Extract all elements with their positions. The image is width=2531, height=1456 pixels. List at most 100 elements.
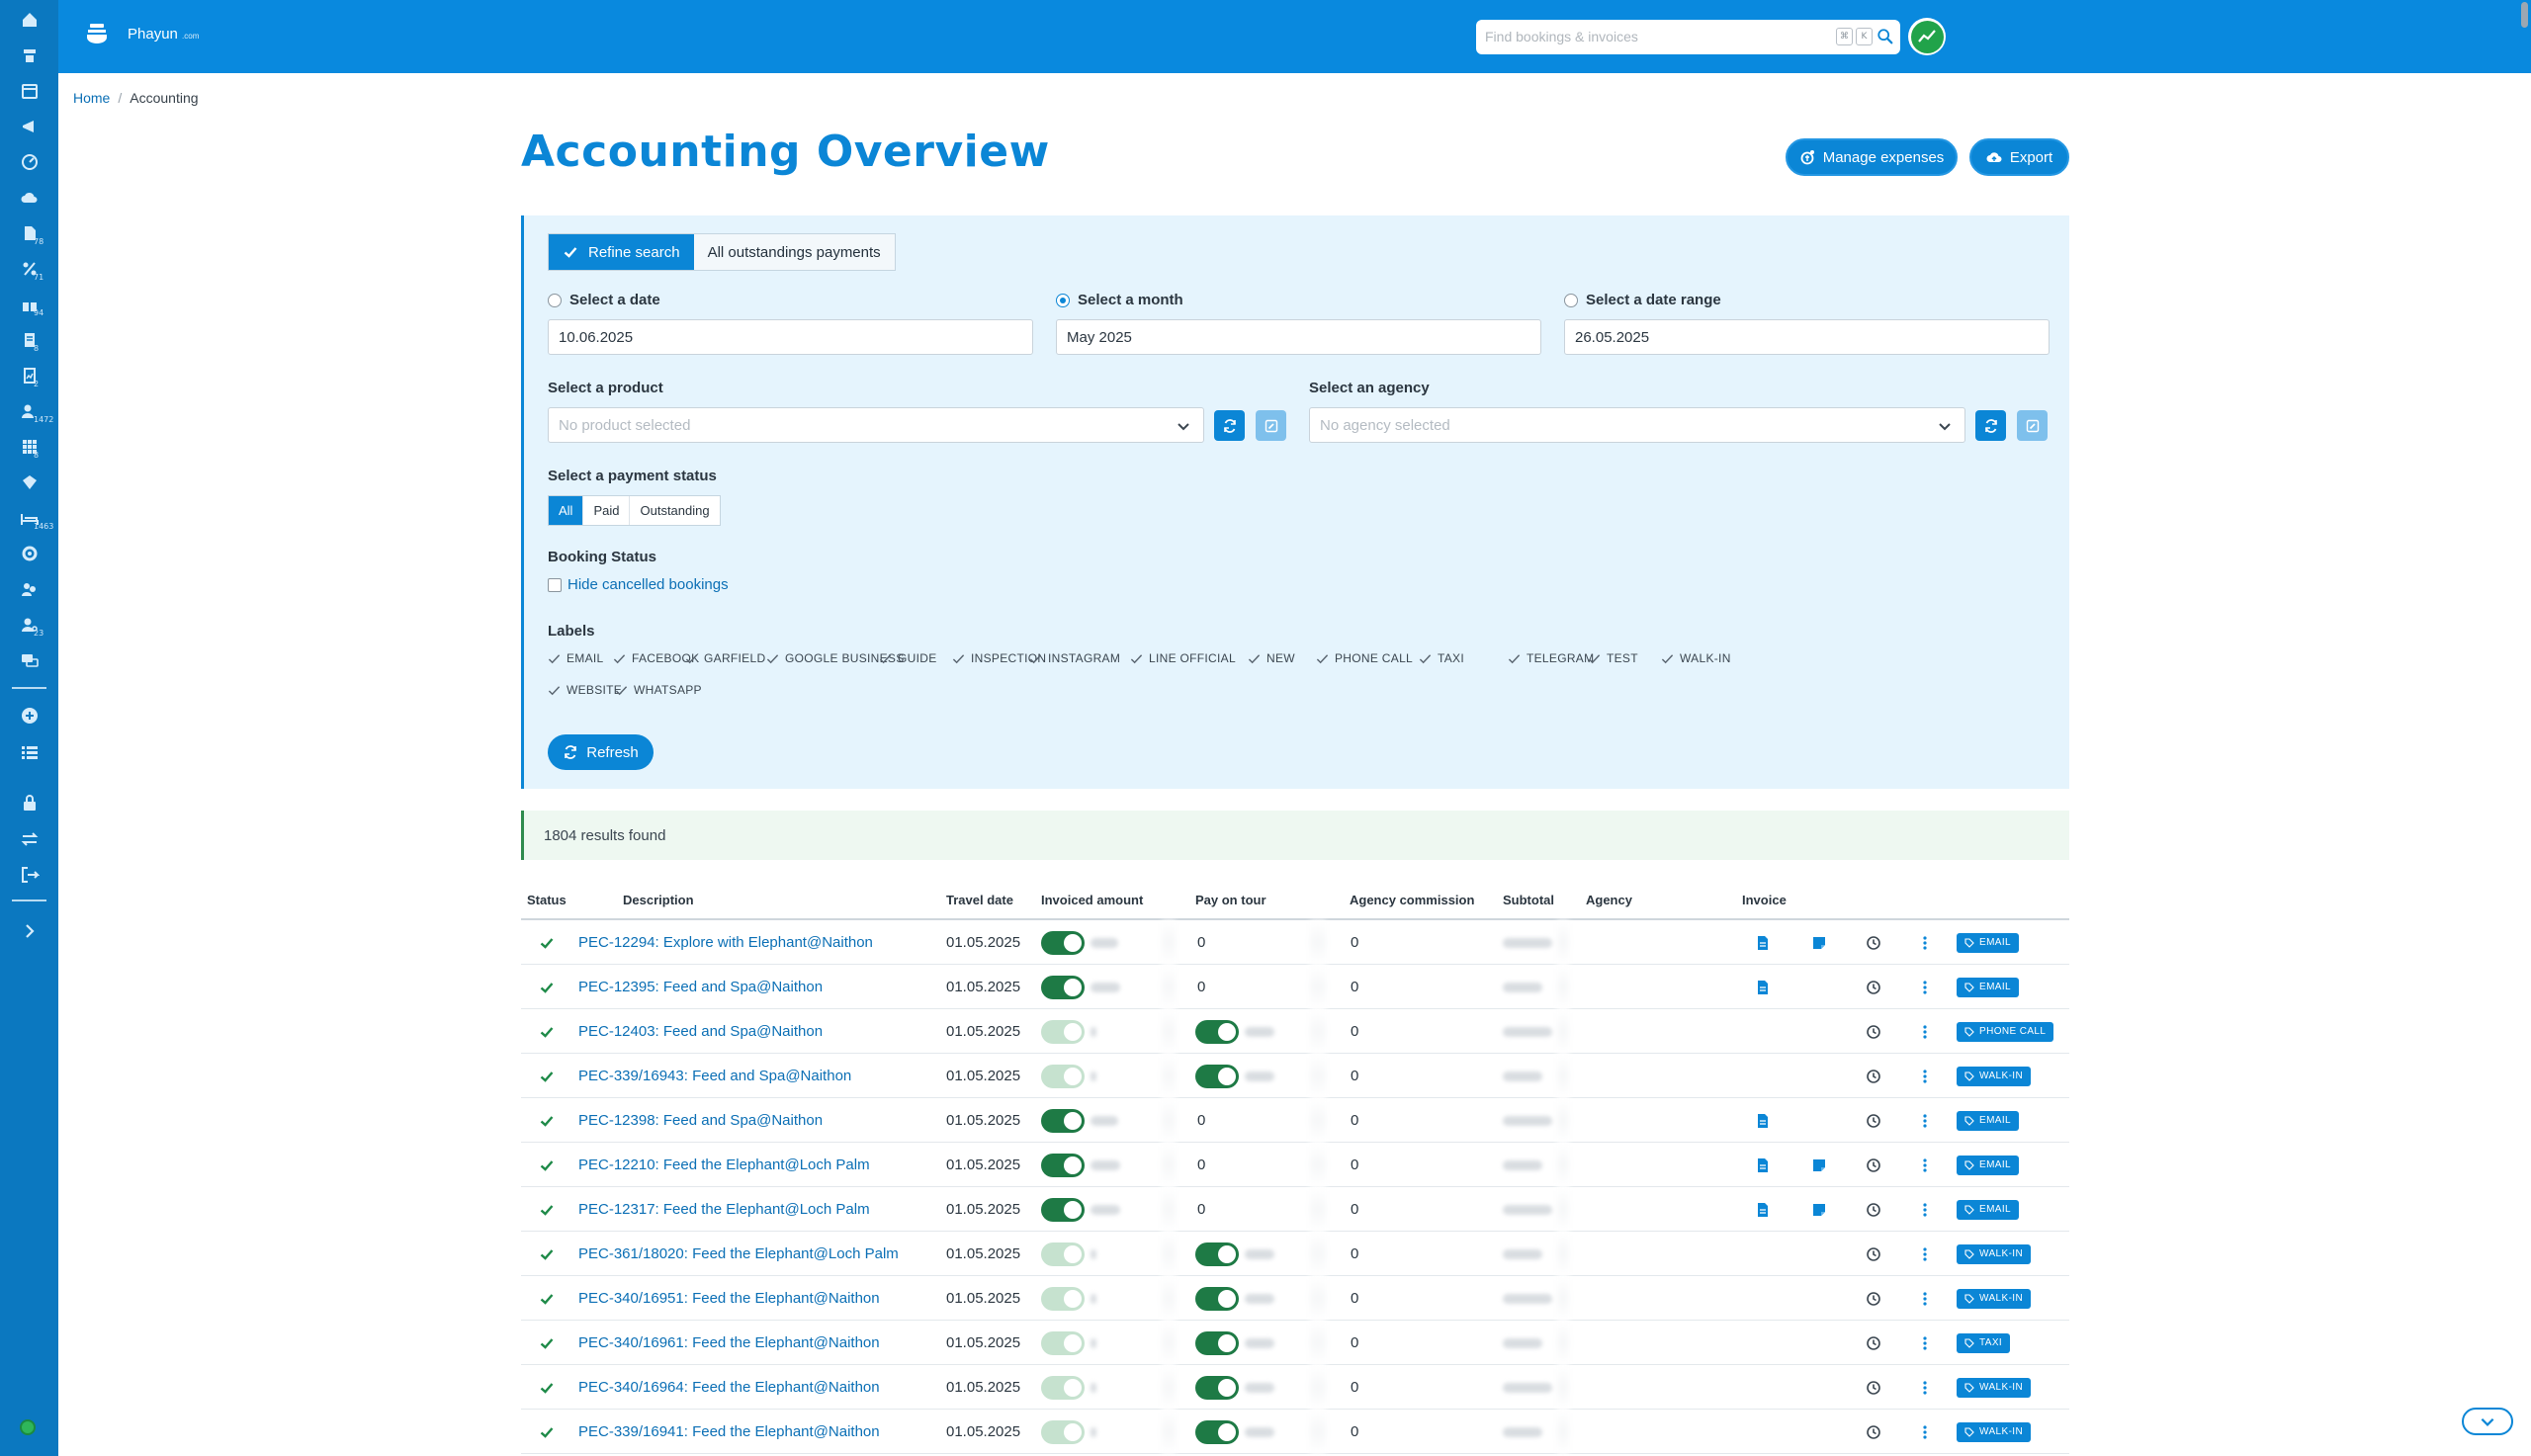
history-button[interactable] — [1866, 1054, 1881, 1098]
col-subtotal[interactable]: Subtotal — [1503, 893, 1554, 907]
description-link[interactable]: PEC-340/16951: Feed the Elephant@Naithon — [578, 1290, 880, 1307]
row-menu-button[interactable] — [1917, 1232, 1933, 1276]
history-button[interactable] — [1866, 1098, 1881, 1143]
invoice-document[interactable] — [1755, 1098, 1771, 1143]
description-link[interactable]: PEC-361/18020: Feed the Elephant@Loch Pa… — [578, 1245, 899, 1262]
agency-refresh-button[interactable] — [1975, 410, 2006, 441]
brand-name[interactable]: Phayun .com — [128, 26, 200, 43]
radio-range[interactable] — [1564, 293, 1578, 307]
invoice-note[interactable] — [1811, 1187, 1827, 1232]
search-input[interactable] — [1485, 20, 1782, 52]
manage-expenses-button[interactable]: Manage expenses — [1786, 138, 1958, 176]
label-chip[interactable]: TELEGRAM — [1508, 651, 1594, 665]
table-row[interactable]: PEC-12403: Feed and Spa@Naithon 01.05.202… — [521, 1009, 2069, 1054]
history-button[interactable] — [1866, 965, 1881, 1009]
invoice-document[interactable] — [1755, 1187, 1771, 1232]
history-button[interactable] — [1866, 1410, 1881, 1454]
label-chip[interactable]: GUIDE — [879, 651, 937, 665]
radio-select-range[interactable]: Select a date range — [1564, 292, 1721, 308]
rail-settings[interactable] — [0, 538, 58, 569]
rail-bed[interactable]: 1463 — [0, 502, 58, 534]
col-invoice[interactable]: Invoice — [1742, 893, 1787, 907]
table-row[interactable]: PEC-340/16951: Feed the Elephant@Naithon… — [521, 1276, 2069, 1321]
label-chip[interactable]: TEST — [1588, 651, 1638, 665]
history-button[interactable] — [1866, 1321, 1881, 1365]
scroll-down-button[interactable] — [2462, 1408, 2513, 1435]
label-tag[interactable]: EMAIL — [1957, 1155, 2020, 1175]
row-label[interactable]: TAXI — [1957, 1321, 2011, 1365]
label-chip[interactable]: INSTAGRAM — [1029, 651, 1120, 665]
label-tag[interactable]: WALK-IN — [1957, 1066, 2032, 1086]
description-link[interactable]: PEC-12294: Explore with Elephant@Naithon — [578, 934, 873, 951]
history-button[interactable] — [1866, 1009, 1881, 1054]
label-tag[interactable]: TAXI — [1957, 1332, 2011, 1353]
col-agency-commission[interactable]: Agency commission — [1350, 893, 1475, 907]
agency-select[interactable]: No agency selected — [1309, 407, 1965, 443]
row-menu-button[interactable] — [1917, 1365, 1933, 1410]
rail-transfer[interactable] — [0, 823, 58, 855]
history-button[interactable] — [1866, 1187, 1881, 1232]
row-menu-button[interactable] — [1917, 1054, 1933, 1098]
row-menu-button[interactable] — [1917, 1410, 1933, 1454]
pay-on-tour-toggle[interactable] — [1195, 1375, 1239, 1400]
rail-tickets[interactable] — [0, 467, 58, 498]
date-range-input[interactable]: 26.05.2025 — [1564, 319, 2050, 355]
table-row[interactable]: PEC-12294: Explore with Elephant@Naithon… — [521, 920, 2069, 965]
tab-refine-search[interactable]: Refine search — [549, 234, 694, 270]
rail-lock[interactable] — [0, 787, 58, 818]
pay-on-tour-toggle[interactable] — [1195, 1330, 1239, 1355]
rail-logout[interactable] — [0, 859, 58, 891]
label-tag[interactable]: EMAIL — [1957, 1199, 2020, 1220]
description-link[interactable]: PEC-12210: Feed the Elephant@Loch Palm — [578, 1156, 870, 1173]
product-edit-button[interactable] — [1256, 410, 1286, 441]
label-chip[interactable]: GARFIELD — [685, 651, 765, 665]
agency-edit-button[interactable] — [2017, 410, 2048, 441]
checkbox[interactable] — [548, 577, 562, 592]
row-label[interactable]: WALK-IN — [1957, 1054, 2032, 1098]
pay-on-tour-toggle[interactable] — [1195, 1286, 1239, 1311]
pay-on-tour-toggle[interactable] — [1195, 1419, 1239, 1444]
history-button[interactable] — [1866, 920, 1881, 965]
rail-invoice[interactable]: 8 — [0, 324, 58, 356]
table-row[interactable]: PEC-339/16943: Feed and Spa@Naithon 01.05… — [521, 1054, 2069, 1098]
radio-select-month[interactable]: Select a month — [1056, 292, 1183, 308]
pay-on-tour-toggle[interactable] — [1195, 1242, 1239, 1266]
row-label[interactable]: WALK-IN — [1957, 1232, 2032, 1276]
table-row[interactable]: PEC-12210: Feed the Elephant@Loch Palm 01… — [521, 1143, 2069, 1187]
invoice-document[interactable] — [1755, 965, 1771, 1009]
breadcrumb-home[interactable]: Home — [73, 90, 111, 106]
pay-on-tour-toggle[interactable] — [1195, 1019, 1239, 1044]
rail-gauge[interactable] — [0, 146, 58, 178]
label-chip[interactable]: TAXI — [1419, 651, 1464, 665]
label-chip[interactable]: WEBSITE — [548, 683, 622, 697]
product-refresh-button[interactable] — [1214, 410, 1245, 441]
row-menu-button[interactable] — [1917, 965, 1933, 1009]
user-avatar[interactable] — [1908, 18, 1946, 55]
rail-cloud[interactable] — [0, 182, 58, 214]
rail-gift[interactable]: 94 — [0, 289, 58, 320]
table-row[interactable]: PEC-340/16961: Feed the Elephant@Naithon… — [521, 1321, 2069, 1365]
description-link[interactable]: PEC-339/16941: Feed the Elephant@Naithon — [578, 1423, 880, 1440]
label-chip[interactable]: LINE OFFICIAL — [1130, 651, 1236, 665]
hide-cancelled-checkbox[interactable]: Hide cancelled bookings — [548, 576, 729, 593]
label-chip[interactable]: EMAIL — [548, 651, 604, 665]
rail-percent[interactable]: 71 — [0, 253, 58, 285]
row-label[interactable]: PHONE CALL — [1957, 1009, 2054, 1054]
product-select[interactable]: No product selected — [548, 407, 1204, 443]
rail-expand[interactable] — [0, 915, 58, 947]
table-row[interactable]: PEC-340/16964: Feed the Elephant@Naithon… — [521, 1365, 2069, 1410]
description-link[interactable]: PEC-12403: Feed and Spa@Naithon — [578, 1023, 824, 1040]
row-label[interactable]: EMAIL — [1957, 1098, 2020, 1143]
rail-chat[interactable] — [0, 644, 58, 676]
invoiced-toggle[interactable] — [1041, 930, 1085, 955]
export-button[interactable]: Export — [1969, 138, 2069, 176]
row-menu-button[interactable] — [1917, 1009, 1933, 1054]
rail-megaphone[interactable] — [0, 111, 58, 142]
row-label[interactable]: EMAIL — [1957, 965, 2020, 1009]
refresh-button[interactable]: Refresh — [548, 734, 654, 770]
invoiced-toggle[interactable] — [1041, 1108, 1085, 1133]
pay-on-tour-toggle[interactable] — [1195, 1064, 1239, 1088]
col-invoiced-amount[interactable]: Invoiced amount — [1041, 893, 1144, 907]
rail-user-search[interactable]: 1472 — [0, 395, 58, 427]
history-button[interactable] — [1866, 1232, 1881, 1276]
